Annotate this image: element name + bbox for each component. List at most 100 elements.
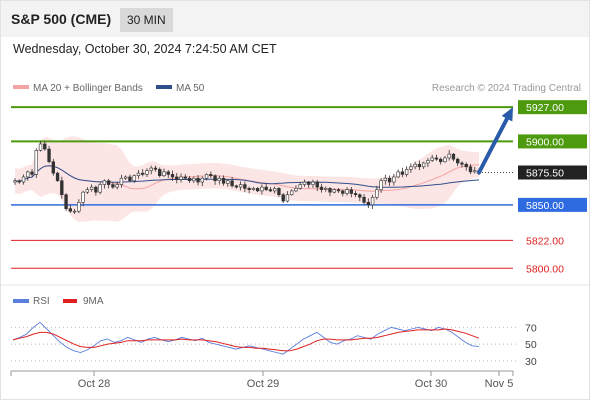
candle <box>456 157 460 167</box>
candle-body <box>221 177 226 184</box>
price-levels <box>11 106 513 269</box>
candle <box>447 150 451 161</box>
candle-body <box>366 202 371 206</box>
candle <box>285 191 290 203</box>
candle-body <box>136 172 141 176</box>
candle <box>396 169 400 179</box>
candle-body <box>294 188 298 192</box>
legend-swatch-9ma <box>63 299 77 303</box>
candle-body <box>145 170 149 175</box>
candle <box>200 176 204 187</box>
candle <box>43 141 47 151</box>
level-label-5850.00: 5850.00 <box>526 200 564 212</box>
time-axis: Oct 28 Oct 29 Oct 30 Nov 5 <box>10 370 514 390</box>
candle-body <box>60 180 64 196</box>
candle <box>404 166 409 177</box>
candle <box>217 175 222 185</box>
candle <box>170 170 175 182</box>
candle-body <box>298 184 302 189</box>
candle-body <box>158 169 162 176</box>
candle-body <box>243 184 247 189</box>
candle-body <box>179 176 183 180</box>
candle-body <box>132 175 136 182</box>
candle-body <box>64 194 68 209</box>
candle <box>328 187 332 196</box>
candle-body <box>175 176 179 180</box>
candle <box>123 175 128 180</box>
candle <box>213 174 217 185</box>
candle <box>443 155 447 163</box>
bollinger-band-fill <box>15 136 479 222</box>
candle-body <box>47 148 51 163</box>
candle <box>77 199 81 214</box>
candle-body <box>396 171 400 178</box>
candle <box>38 140 43 152</box>
candle <box>302 179 307 187</box>
interval-badge[interactable]: 30 MIN <box>120 8 173 32</box>
candle-body <box>166 171 170 175</box>
candle <box>162 168 166 178</box>
candle-body <box>375 189 379 198</box>
candle-body <box>264 186 268 190</box>
candle <box>230 176 234 188</box>
candle-body <box>141 172 145 175</box>
candle <box>251 186 256 191</box>
candle <box>145 168 149 177</box>
target-arrow-shaft <box>477 116 510 175</box>
candle-body <box>192 177 196 182</box>
candle <box>426 157 430 168</box>
candle-body <box>17 180 21 183</box>
candle <box>111 182 115 189</box>
candle-body <box>341 190 345 194</box>
candle-body <box>13 180 17 183</box>
candle-body <box>115 184 119 188</box>
time-tick-label: Oct 30 <box>415 378 447 390</box>
candle <box>21 174 26 185</box>
level-label-5822.00: 5822.00 <box>526 235 564 247</box>
candle <box>183 174 187 180</box>
level-tag-5850.00 <box>518 197 587 212</box>
candle-body <box>332 189 336 193</box>
candle-body <box>81 191 85 203</box>
candle-body <box>55 172 60 182</box>
candle <box>17 179 21 184</box>
candle <box>264 183 268 192</box>
candle-body <box>430 157 434 161</box>
candle-body <box>51 161 55 174</box>
candle <box>196 175 200 186</box>
candle-body <box>183 176 187 179</box>
candle <box>158 167 162 178</box>
candle <box>260 184 264 195</box>
candle <box>81 190 85 207</box>
candle <box>294 185 298 193</box>
candle-body <box>473 170 477 173</box>
level-label-5927.00: 5927.00 <box>526 102 564 114</box>
candle <box>311 179 315 188</box>
candle-body <box>387 177 392 183</box>
candle <box>175 172 179 184</box>
candle <box>238 181 243 191</box>
candle-body <box>200 177 204 183</box>
candle <box>268 187 273 193</box>
candle <box>430 154 434 162</box>
level-label-5875.50: 5875.50 <box>526 168 564 180</box>
candle <box>89 184 94 192</box>
candle <box>106 178 111 189</box>
candle <box>392 173 396 186</box>
candle <box>68 204 73 213</box>
candle-body <box>353 193 358 196</box>
candle-body <box>392 176 396 183</box>
candle-body <box>213 175 217 182</box>
candle <box>243 181 247 193</box>
rsi-line <box>12 321 480 355</box>
candle <box>85 187 90 194</box>
candle-body <box>311 181 315 185</box>
candle <box>128 174 132 183</box>
level-label-5900.00: 5900.00 <box>526 136 564 148</box>
candle <box>324 186 328 192</box>
candle-body <box>230 180 234 187</box>
rsi-pane: 70 50 30 <box>11 321 537 368</box>
candle-body <box>187 177 192 182</box>
candle <box>379 178 383 193</box>
